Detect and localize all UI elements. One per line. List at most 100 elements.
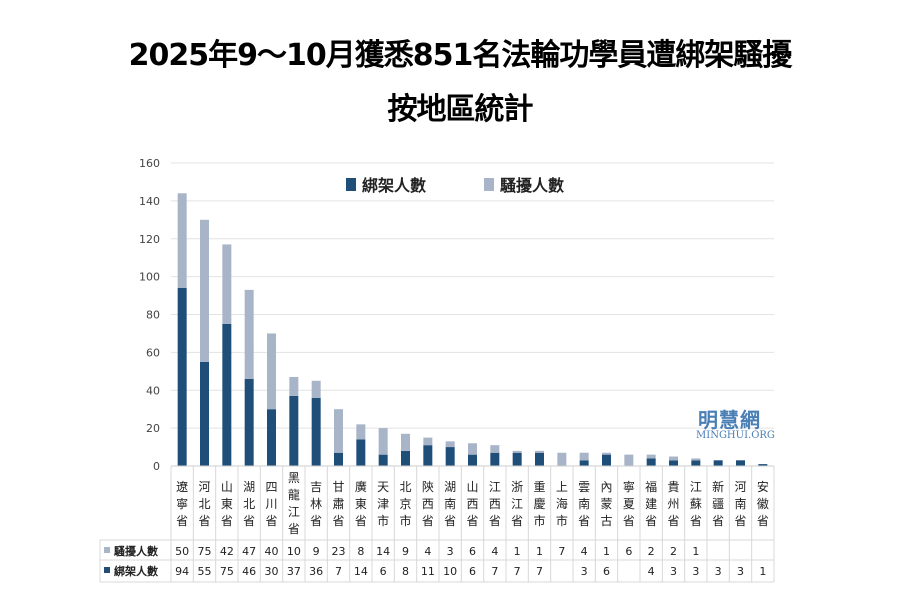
- category-label-char: 省: [332, 514, 344, 528]
- category-label-char: 重: [533, 480, 545, 494]
- bar-abduction-26: [758, 464, 768, 466]
- bar-abduction-23: [691, 460, 701, 466]
- table-cell-value: 1: [692, 545, 699, 558]
- table-cell-value: 4: [581, 545, 588, 558]
- y-tick-label: 120: [139, 233, 160, 246]
- table-cell-value: 4: [424, 545, 431, 558]
- category-label-char: 省: [712, 514, 724, 528]
- table-cell-value: 37: [287, 565, 301, 578]
- legend-swatch-abduction: [346, 178, 356, 191]
- table-cell-value: 10: [443, 565, 457, 578]
- bar-abduction-4: [267, 409, 276, 466]
- bar-harassment-13: [468, 443, 477, 455]
- y-tick-label: 100: [139, 271, 160, 284]
- y-tick-label: 160: [139, 157, 160, 170]
- category-label-char: 山: [221, 480, 233, 494]
- table-cell-value: 75: [220, 565, 234, 578]
- table-cell-value: 7: [536, 565, 543, 578]
- bar-harassment-8: [356, 424, 366, 440]
- bar-harassment-4: [267, 333, 276, 410]
- table-cell-value: 55: [198, 565, 212, 578]
- category-label-char: 湖: [243, 479, 255, 494]
- category-label-char: 慶: [533, 497, 545, 511]
- watermark-logo: 明慧網: [698, 408, 761, 432]
- legend-label-harassment: 騷擾人數: [500, 176, 564, 195]
- bar-abduction-16: [535, 452, 544, 466]
- category-label-char: 西: [466, 497, 478, 511]
- bar-abduction-14: [490, 452, 500, 466]
- table-cell-value: 10: [287, 545, 301, 558]
- y-tick-label: 140: [139, 195, 160, 208]
- table-cell-value: 1: [603, 545, 610, 558]
- category-label-char: 福: [645, 479, 657, 494]
- table-cell-value: 14: [354, 565, 368, 578]
- bar-abduction-8: [356, 439, 366, 466]
- bar-harassment-19: [602, 452, 611, 455]
- category-label-char: 川: [265, 497, 277, 511]
- table-cell-value: 3: [715, 565, 722, 578]
- table-cell-value: 75: [198, 545, 212, 558]
- category-label-char: 寧: [176, 496, 188, 511]
- category-label-char: 江: [288, 505, 300, 519]
- bar-harassment-22: [669, 456, 678, 461]
- category-label-char: 省: [198, 514, 210, 528]
- bar-abduction-9: [378, 454, 388, 466]
- table-cell-value: 4: [648, 565, 655, 578]
- category-label-char: 河: [734, 480, 746, 494]
- category-label-char: 龍: [288, 487, 300, 502]
- table-cell-value: 1: [536, 545, 543, 558]
- category-label-char: 北: [399, 480, 411, 494]
- category-label-char: 陝: [422, 479, 434, 494]
- table-cell-value: 46: [242, 565, 256, 578]
- category-label-char: 北: [243, 497, 255, 511]
- bar-harassment-1: [200, 219, 209, 362]
- category-label-char: 吉: [310, 480, 322, 494]
- category-label-char: 蘇: [690, 497, 702, 511]
- y-tick-label: 20: [146, 422, 160, 435]
- table-cell-value: 23: [332, 545, 346, 558]
- category-label-char: 肅: [332, 497, 344, 511]
- category-label-char: 省: [623, 514, 635, 528]
- table-cell-value: 1: [514, 545, 521, 558]
- category-label-char: 省: [466, 514, 478, 528]
- bar-harassment-17: [557, 452, 567, 466]
- category-label-char: 古: [600, 513, 612, 528]
- category-label-char: 疆: [712, 497, 724, 511]
- watermark-url: MINGHUI.ORG: [696, 430, 775, 441]
- table-row-label: 騷擾人數: [114, 544, 158, 558]
- table-cell-value: 6: [625, 545, 632, 558]
- chart-subtitle: 按地區統計: [387, 92, 534, 127]
- table-cell-value: 3: [737, 565, 744, 578]
- table-cell-value: 11: [421, 565, 435, 578]
- category-label-char: 省: [690, 514, 702, 528]
- bar-harassment-5: [289, 376, 299, 396]
- table-cell-value: 3: [581, 565, 588, 578]
- bar-abduction-7: [334, 452, 343, 466]
- category-label-char: 省: [265, 514, 277, 528]
- bar-abduction-25: [736, 460, 745, 466]
- category-label-char: 安: [757, 479, 769, 494]
- category-label-char: 省: [176, 514, 188, 528]
- table-cell-value: 30: [265, 565, 279, 578]
- chart-title: 2025年9～10月獲悉851名法輪功學員遭綁架騷擾: [128, 38, 793, 73]
- category-label-char: 州: [667, 497, 679, 511]
- category-label-char: 內: [600, 480, 612, 494]
- table-row-label: 綁架人數: [114, 564, 158, 578]
- category-label-char: 江: [489, 480, 501, 494]
- bar-abduction-11: [423, 445, 433, 466]
- category-label-char: 黑: [288, 471, 300, 485]
- bar-harassment-18: [579, 452, 589, 461]
- bar-abduction-10: [401, 450, 410, 466]
- category-label-char: 林: [310, 497, 322, 511]
- table-cell-value: 7: [335, 565, 342, 578]
- bar-harassment-7: [334, 409, 343, 453]
- legend-swatch-harassment: [484, 178, 494, 191]
- bar-abduction-5: [289, 395, 299, 466]
- y-tick-label: 0: [153, 460, 160, 473]
- bar-harassment-14: [490, 445, 500, 453]
- table-cell-value: 8: [402, 565, 409, 578]
- category-label-char: 市: [533, 513, 545, 528]
- category-label-char: 省: [511, 514, 523, 528]
- category-label-char: 寧: [623, 479, 635, 494]
- category-label-char: 省: [444, 514, 456, 528]
